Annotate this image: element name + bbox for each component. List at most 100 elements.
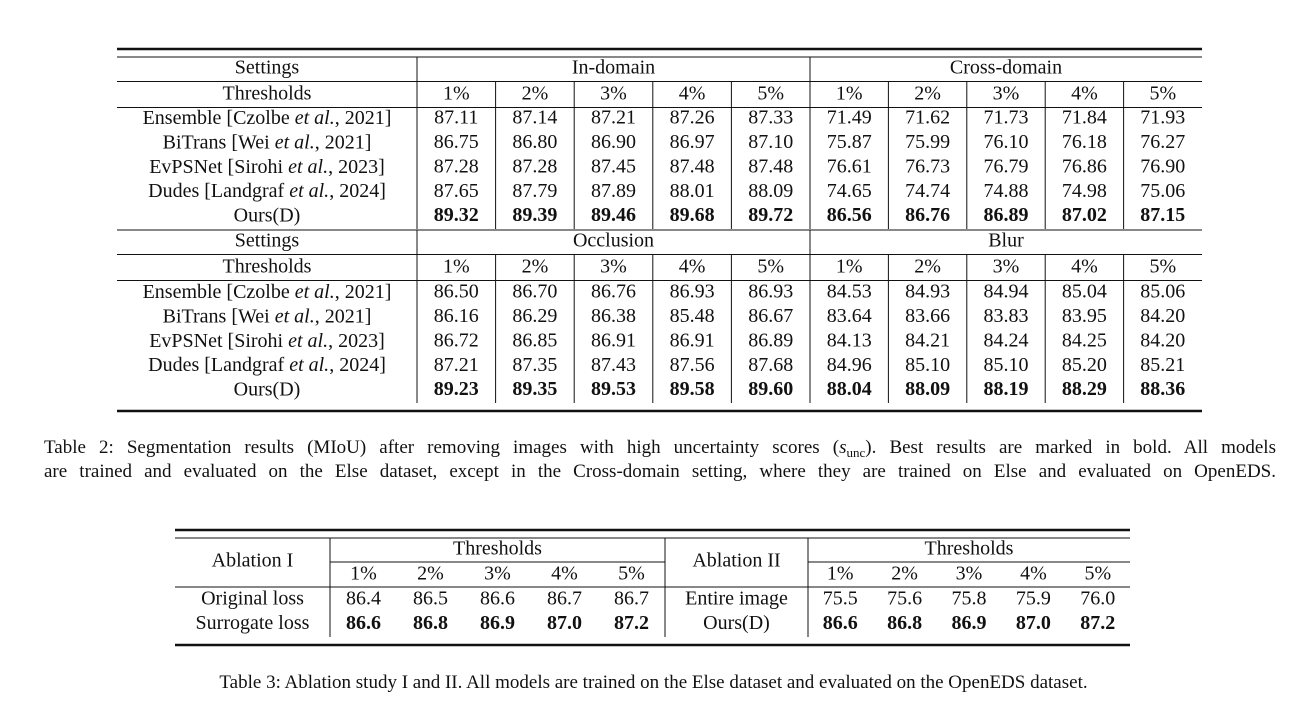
cell: 75.9: [1016, 588, 1051, 610]
method-part: et al.: [275, 305, 315, 327]
cell: 87.79: [512, 180, 557, 202]
threshold: 5%: [757, 83, 784, 105]
cell: 86.91: [591, 329, 636, 351]
cell: 87.0: [1016, 612, 1051, 634]
cell: 86.56: [827, 204, 872, 226]
threshold: 5%: [618, 563, 645, 585]
cell: 76.18: [1062, 131, 1107, 153]
threshold: 3%: [993, 83, 1020, 105]
cell: 76.27: [1140, 131, 1185, 153]
cell: 87.28: [512, 155, 557, 177]
cell: 86.4: [346, 588, 381, 610]
caption-part: are trained and evaluated on the Else da…: [44, 461, 1276, 482]
threshold: 1%: [836, 256, 863, 278]
cell: 89.53: [591, 378, 636, 400]
cell: 86.9: [952, 612, 987, 634]
method-part: , 2021]: [335, 281, 392, 303]
cell: 84.93: [905, 281, 950, 303]
cell: 87.21: [434, 354, 479, 376]
cell: 87.26: [670, 107, 715, 129]
cell: 87.35: [512, 354, 557, 376]
cell: 76.79: [984, 155, 1029, 177]
cell: 87.48: [748, 155, 793, 177]
cell: 76.61: [827, 155, 872, 177]
method-part: et al.: [288, 329, 328, 351]
method-part: Dudes [Landgraf: [148, 180, 289, 202]
threshold: 4%: [1071, 83, 1098, 105]
method-part: EvPSNet [Sirohi: [149, 155, 288, 177]
method-part: et al.: [289, 180, 329, 202]
table3-caption: Table 3: Ablation study I and II. All mo…: [219, 672, 1088, 693]
cell: 89.58: [670, 378, 715, 400]
threshold: 1%: [836, 83, 863, 105]
cell: 83.64: [827, 305, 872, 327]
cell: 88.04: [827, 378, 872, 400]
cell: 71.49: [827, 107, 872, 129]
threshold: 2%: [914, 256, 941, 278]
cell: 84.21: [905, 329, 950, 351]
method-part: , 2021]: [315, 305, 372, 327]
cell: 76.73: [905, 155, 950, 177]
cell: 84.20: [1140, 329, 1185, 351]
method: Ours(D): [234, 204, 301, 226]
cell: 87.48: [670, 155, 715, 177]
cell: 86.80: [512, 131, 557, 153]
settings-label: Settings: [235, 57, 300, 79]
cell: 86.6: [480, 588, 515, 610]
caption-line: Table 2: Segmentation results (MIoU) aft…: [44, 437, 1276, 461]
threshold: 3%: [600, 83, 627, 105]
method-part: et al.: [289, 354, 329, 376]
cell: 71.93: [1140, 107, 1185, 129]
ablation-label: Ablation I: [212, 550, 294, 572]
method-part: et al.: [295, 281, 335, 303]
cell: 89.46: [591, 204, 636, 226]
threshold: 4%: [679, 256, 706, 278]
method: EvPSNet [Sirohi et al., 2023]: [149, 155, 385, 177]
cell: 86.50: [434, 281, 479, 303]
cell: 85.10: [905, 354, 950, 376]
threshold: 4%: [1071, 256, 1098, 278]
cell: 75.99: [905, 131, 950, 153]
caption-part: unc: [846, 445, 866, 460]
ablation-label: Ablation II: [692, 550, 780, 572]
cell: 87.45: [591, 155, 636, 177]
method: Entire image: [685, 588, 788, 610]
threshold: 2%: [417, 563, 444, 585]
cell: 75.06: [1140, 180, 1185, 202]
cell: 89.72: [748, 204, 793, 226]
method: Ours(D): [703, 612, 770, 634]
threshold: 1%: [827, 563, 854, 585]
cell: 83.83: [984, 305, 1029, 327]
threshold: 5%: [1084, 563, 1111, 585]
cell: 87.68: [748, 354, 793, 376]
threshold: 2%: [914, 83, 941, 105]
cell: 85.20: [1062, 354, 1107, 376]
cell: 87.65: [434, 180, 479, 202]
threshold: 2%: [891, 563, 918, 585]
cell: 86.6: [823, 612, 858, 634]
cell: 85.48: [670, 305, 715, 327]
method-part: BiTrans [Wei: [163, 131, 275, 153]
cell: 86.90: [591, 131, 636, 153]
group-label: Blur: [988, 230, 1024, 252]
cell: 86.89: [748, 329, 793, 351]
cell: 89.60: [748, 378, 793, 400]
caption-part: ). Best results are marked in bold. All …: [865, 437, 1276, 458]
cell: 84.94: [984, 281, 1029, 303]
method-part: Ensemble [Czolbe: [143, 107, 295, 129]
cell: 86.93: [748, 281, 793, 303]
group-label: In-domain: [572, 57, 655, 79]
cell: 87.15: [1140, 204, 1185, 226]
cell: 71.84: [1062, 107, 1107, 129]
cell: 84.25: [1062, 329, 1107, 351]
cell: 87.21: [591, 107, 636, 129]
cell: 76.86: [1062, 155, 1107, 177]
method-part: Ours(D): [234, 204, 301, 226]
cell: 87.43: [591, 354, 636, 376]
cell: 89.35: [512, 378, 557, 400]
method-part: EvPSNet [Sirohi: [149, 329, 288, 351]
cell: 74.74: [905, 180, 950, 202]
thresholds-label: Thresholds: [453, 538, 542, 560]
